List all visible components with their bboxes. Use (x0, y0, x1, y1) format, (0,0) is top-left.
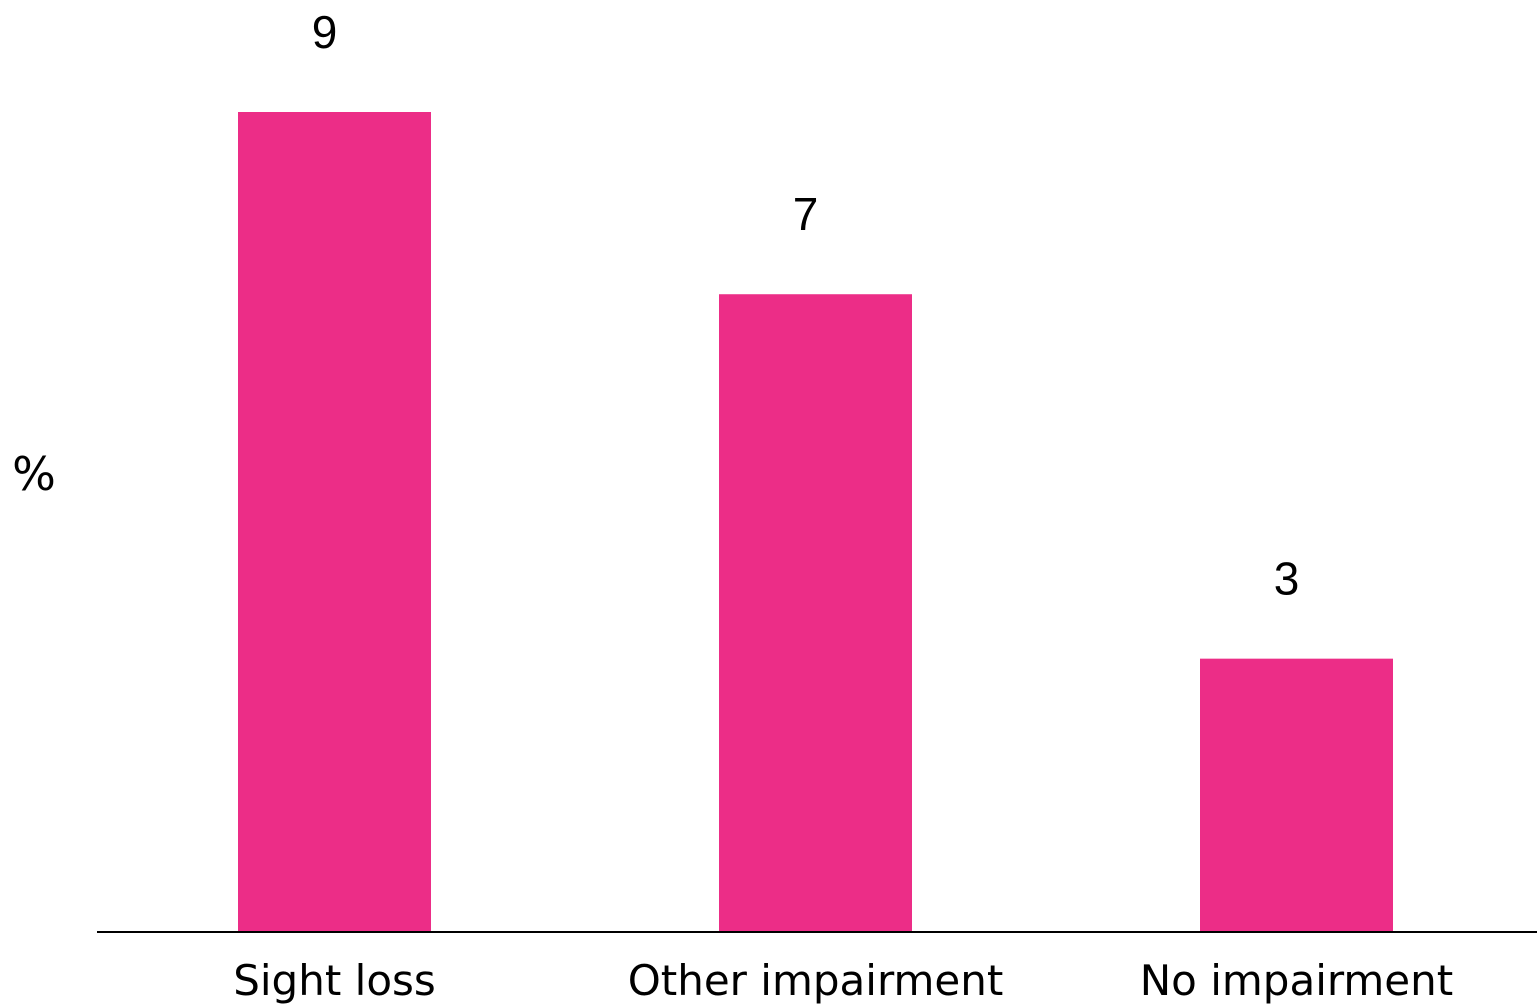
bars-group (238, 112, 1393, 932)
value-labels-group: 9 7 3 (312, 6, 1300, 605)
x-tick-label-0: Sight loss (233, 956, 436, 1005)
bar-1 (719, 294, 912, 932)
value-label-0: 9 (312, 6, 338, 58)
y-axis-title: % (12, 447, 56, 501)
x-tick-label-2: No impairment (1140, 956, 1453, 1005)
bar-2 (1200, 658, 1393, 932)
x-tick-labels-group: Sight loss Other impairment No impairment (233, 956, 1453, 1005)
bar-0 (238, 112, 431, 932)
x-tick-label-1: Other impairment (628, 956, 1004, 1005)
value-label-1: 7 (793, 188, 819, 240)
value-label-2: 3 (1274, 553, 1300, 605)
